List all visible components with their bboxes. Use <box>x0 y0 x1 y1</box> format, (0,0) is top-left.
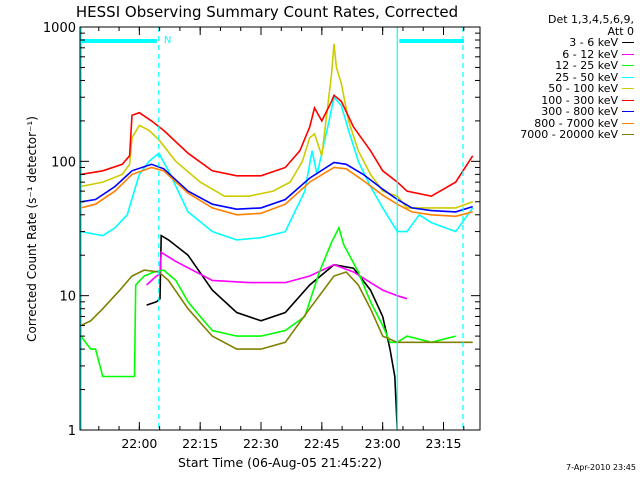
axes: 22:00 22:15 22:30 22:45 23:00 23:15 1 10 100 1000 <box>43 21 481 451</box>
legend-swatch <box>622 65 634 67</box>
legend-entry-1: 6 - 12 keV <box>484 47 634 61</box>
legend-swatch <box>622 99 634 101</box>
flag-label-n: N <box>164 35 171 46</box>
legend-entry-4: 50 - 100 keV <box>484 83 634 95</box>
legend-entries: 3 - 6 keV 6 - 12 keV 12 - 25 keV 25 - 50 ke… <box>484 37 634 141</box>
series-line-4 <box>80 43 473 209</box>
y-tick-label-0: 1 <box>68 424 76 439</box>
legend-header-1: Det 1,3,4,5,6,9, <box>547 13 634 26</box>
x-tick-label-3: 22:45 <box>304 436 340 451</box>
legend-swatch <box>622 88 634 90</box>
legend-label: 12 - 25 keV <box>555 59 618 72</box>
legend-swatch <box>622 122 634 124</box>
series-line-8 <box>80 269 473 350</box>
legend-entry-6: 300 - 800 keV <box>484 106 634 118</box>
y-tick-label-2: 100 <box>51 155 76 170</box>
legend-swatch <box>622 53 634 55</box>
series-line-7 <box>80 166 473 218</box>
legend-entry-0: 3 - 6 keV <box>484 37 634 49</box>
y-axis-label: Corrected Count Rate (s⁻¹ detector⁻¹) <box>25 116 39 342</box>
x-tick-label-0: 22:00 <box>121 436 157 451</box>
series-layer <box>80 43 474 431</box>
legend-label: 800 - 7000 keV <box>534 116 618 130</box>
legend-label: 3 - 6 keV <box>569 36 618 49</box>
legend-label: 25 - 50 keV <box>555 70 618 84</box>
legend-swatch <box>622 111 634 113</box>
legend-entry-3: 25 - 50 keV <box>484 70 634 84</box>
x-axis-label: Start Time (06-Aug-05 21:45:22) <box>178 455 382 470</box>
series-line-5 <box>80 93 474 198</box>
legend-swatch <box>622 134 634 136</box>
legend-label: 6 - 12 keV <box>562 47 618 61</box>
legend-entry-2: 12 - 25 keV <box>484 60 634 72</box>
y-tick-label-1: 10 <box>59 290 76 305</box>
series-line-2 <box>80 225 456 378</box>
legend-swatch <box>622 42 634 44</box>
legend-swatch <box>622 76 634 78</box>
legend-label: 50 - 100 keV <box>548 82 618 95</box>
legend-label: 7000 - 20000 keV <box>520 128 618 141</box>
legend-label: 100 - 300 keV <box>541 93 618 107</box>
plot-frame <box>79 26 481 431</box>
legend-entry-7: 800 - 7000 keV <box>484 116 634 130</box>
series-line-6 <box>80 161 473 213</box>
chart-title: HESSI Observing Summary Count Rates, Cor… <box>76 3 458 21</box>
timestamp-footer: 7-Apr-2010 23:45 <box>566 463 636 472</box>
legend-entry-8: 7000 - 20000 keV <box>484 129 634 141</box>
series-line-0 <box>146 234 399 431</box>
legend-label: 300 - 800 keV <box>541 105 618 118</box>
overlay-layer: N <box>80 27 464 430</box>
y-tick-label-3: 1000 <box>43 21 76 36</box>
x-tick-label-1: 22:15 <box>182 436 218 451</box>
series-line-1 <box>146 251 408 300</box>
legend: Det 1,3,4,5,6,9, Att 0 3 - 6 keV 6 - 12 k… <box>484 14 634 141</box>
x-tick-label-5: 23:15 <box>425 436 461 451</box>
legend-header-2: Att 0 <box>607 24 634 38</box>
legend-entry-5: 100 - 300 keV <box>484 93 634 107</box>
x-tick-label-2: 22:30 <box>243 436 279 451</box>
x-tick-label-4: 23:00 <box>365 436 401 451</box>
